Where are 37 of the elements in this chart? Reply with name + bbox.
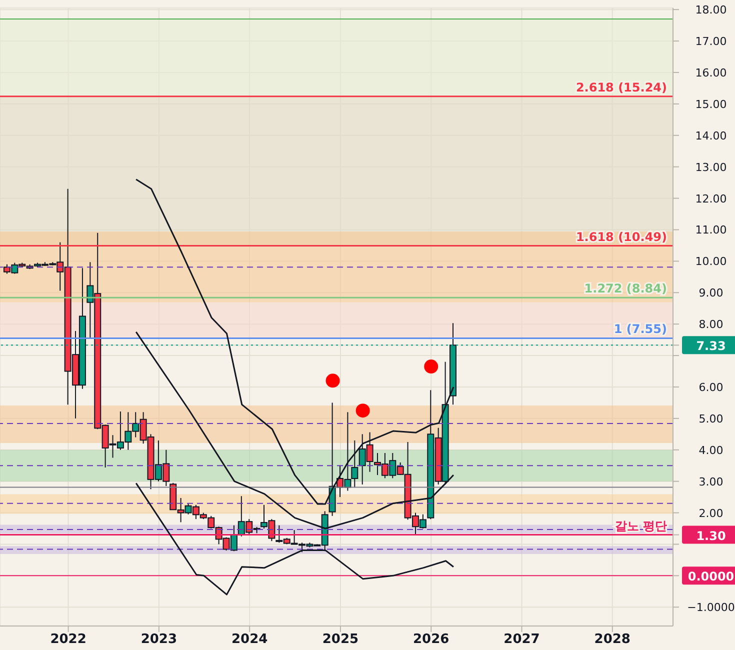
y-tick-label: 18.00: [695, 4, 727, 17]
ref-line-label: 1 (7.55): [614, 322, 667, 336]
x-tick-label: 2022: [50, 632, 86, 648]
y-tick-label: 7.33: [696, 339, 726, 354]
x-tick-label: 2024: [231, 632, 268, 648]
ref-line-label: 1.618 (10.49): [576, 230, 667, 244]
x-tick-label: 2027: [504, 632, 540, 648]
y-tick-label: 1.30: [696, 528, 726, 543]
y-tick-label: 10.00: [695, 255, 727, 268]
x-tick-label: 2026: [413, 632, 450, 648]
y-tick-label: 0.0000: [688, 570, 734, 584]
candlestick: [351, 440, 358, 488]
y-tick-label: 17.00: [695, 35, 727, 48]
y-tick-label: 15.00: [695, 98, 727, 111]
point: [326, 374, 340, 388]
y-tick-label: 9.00: [698, 286, 724, 300]
point: [424, 360, 438, 374]
x-tick-label: 2028: [594, 632, 630, 648]
line-series: [135, 482, 454, 596]
y-tick-label: 8.00: [698, 318, 724, 332]
y-tick-label: 4.00: [698, 444, 724, 457]
y-tick-label: 16.00: [695, 66, 727, 80]
y-tick-label: −1.0000: [687, 601, 735, 614]
y-tick-label: 2.00: [698, 506, 724, 520]
y-tick-label: 14.00: [695, 129, 727, 142]
y-tick-label: 6.00: [698, 380, 724, 394]
point: [356, 404, 370, 418]
y-tick-label: 3.00: [698, 475, 724, 488]
ref-line-label: 갈노 평단: [614, 518, 667, 533]
ref-line-label: 1.272 (8.84): [584, 282, 667, 296]
ref-line-label: 2.618 (15.24): [576, 80, 667, 94]
x-tick-label: 2023: [140, 632, 178, 648]
y-tick-label: 13.00: [695, 160, 727, 174]
y-tick-label: 11.00: [695, 224, 727, 237]
y-tick-label: 5.00: [698, 412, 724, 426]
x-tick-label: 2025: [322, 632, 359, 648]
y-tick-label: 12.00: [695, 192, 727, 206]
